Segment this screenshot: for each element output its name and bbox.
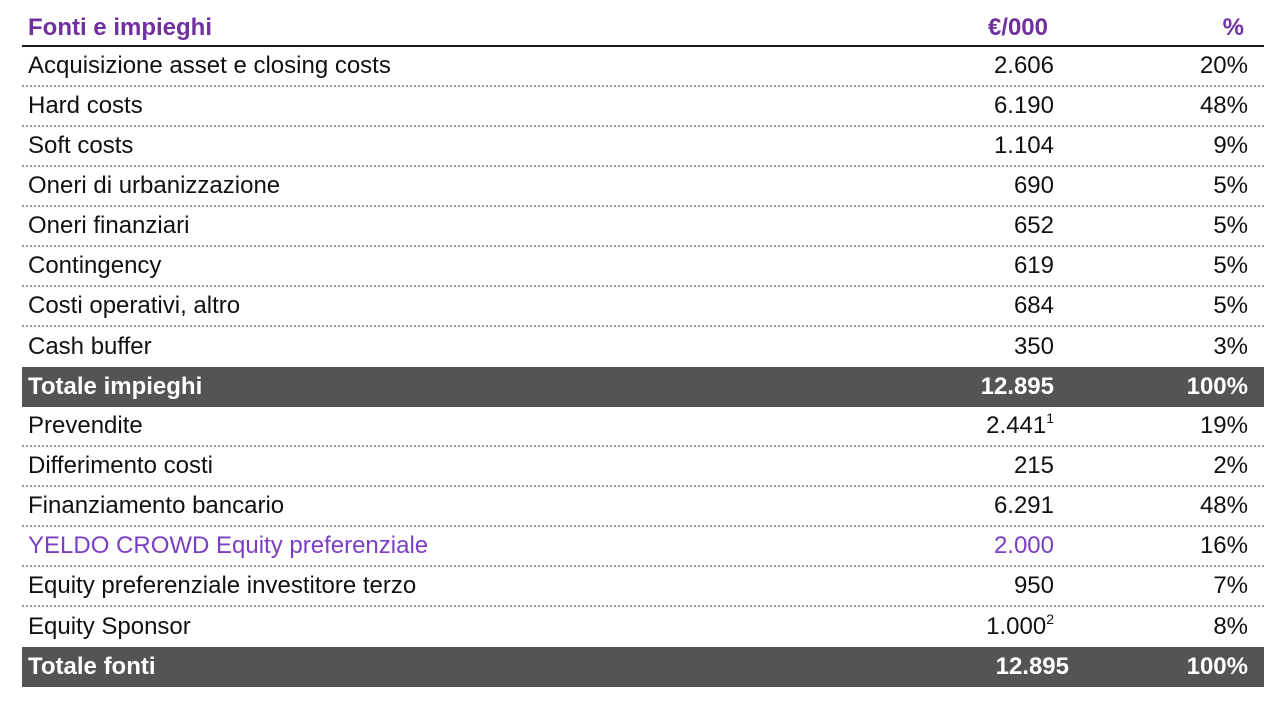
- total-impieghi-row: Totale impieghi 12.895 100%: [22, 367, 1264, 407]
- row-value: 6.291: [993, 492, 1054, 519]
- row-label: Costi operativi, altro: [28, 292, 241, 319]
- row-pct: 48%: [1199, 92, 1248, 119]
- row-pct: 5%: [1213, 292, 1248, 319]
- row-label: Contingency: [28, 252, 162, 279]
- footnote-marker: 1: [1046, 410, 1054, 426]
- row-label: Oneri finanziari: [28, 212, 190, 239]
- row-label: Differimento costi: [28, 452, 213, 479]
- sources-uses-table: Fonti e impieghi €/000 % Acquisizione as…: [22, 10, 1264, 687]
- row-value: 2.000: [993, 532, 1054, 559]
- row-value: 619: [1013, 252, 1054, 279]
- row-pct: 5%: [1213, 252, 1248, 279]
- total-pct: 100%: [1186, 653, 1248, 680]
- row-label: Acquisizione asset e closing costs: [28, 52, 391, 79]
- row-label: YELDO CROWD Equity preferenziale: [28, 532, 429, 559]
- value-text: 1.000: [986, 613, 1047, 640]
- row-label: Hard costs: [28, 92, 143, 119]
- table-row: Acquisizione asset e closing costs 2.606…: [22, 47, 1264, 87]
- table-row: Soft costs 1.104 9%: [22, 127, 1264, 167]
- row-value: 2.606: [993, 52, 1054, 79]
- table-row-highlight: YELDO CROWD Equity preferenziale 2.000 1…: [22, 527, 1264, 567]
- row-label: Equity Sponsor: [28, 613, 191, 640]
- row-value: 684: [1013, 292, 1054, 319]
- total-value: 12.895: [995, 653, 1069, 680]
- header-pct: %: [1222, 13, 1244, 41]
- table-row: Hard costs 6.190 48%: [22, 87, 1264, 127]
- row-pct: 8%: [1213, 613, 1248, 640]
- row-pct: 3%: [1213, 333, 1248, 360]
- table-row: Contingency 619 5%: [22, 247, 1264, 287]
- row-value: 1.104: [993, 132, 1054, 159]
- total-pct: 100%: [1186, 373, 1248, 400]
- row-value: 2.441 1: [986, 407, 1054, 445]
- row-value: 215: [1013, 452, 1054, 479]
- table-row: Costi operativi, altro 684 5%: [22, 287, 1264, 327]
- row-label: Prevendite: [28, 412, 143, 439]
- table-row: Finanziamento bancario 6.291 48%: [22, 487, 1264, 527]
- row-value: 6.190: [993, 92, 1054, 119]
- row-value: 690: [1013, 172, 1054, 199]
- table-row: Cash buffer 350 3%: [22, 327, 1264, 367]
- row-pct: 19%: [1199, 412, 1248, 439]
- header-value: €/000: [987, 13, 1048, 41]
- row-pct: 20%: [1199, 52, 1248, 79]
- row-label: Finanziamento bancario: [28, 492, 285, 519]
- row-pct: 16%: [1199, 532, 1248, 559]
- value-text: 2.441: [986, 412, 1047, 439]
- row-label: Soft costs: [28, 132, 134, 159]
- row-label: Cash buffer: [28, 333, 152, 360]
- row-value: 350: [1013, 333, 1054, 360]
- total-label: Totale fonti: [28, 653, 156, 680]
- row-pct: 5%: [1213, 212, 1248, 239]
- row-pct: 5%: [1213, 172, 1248, 199]
- table-row: Equity Sponsor 1.000 2 8%: [22, 607, 1264, 647]
- total-value: 12.895: [980, 373, 1054, 400]
- table-row: Equity preferenziale investitore terzo 9…: [22, 567, 1264, 607]
- row-value: 652: [1013, 212, 1054, 239]
- row-value: 950: [1013, 572, 1054, 599]
- row-label: Equity preferenziale investitore terzo: [28, 572, 417, 599]
- table-row: Oneri di urbanizzazione 690 5%: [22, 167, 1264, 207]
- row-pct: 7%: [1213, 572, 1248, 599]
- total-fonti-row: Totale fonti 12.895 100%: [22, 647, 1264, 687]
- row-pct: 48%: [1199, 492, 1248, 519]
- footnote-marker: 2: [1046, 611, 1054, 627]
- row-value: 1.000 2: [986, 607, 1054, 647]
- table-row: Oneri finanziari 652 5%: [22, 207, 1264, 247]
- table-header: Fonti e impieghi €/000 %: [22, 10, 1264, 47]
- table-row: Differimento costi 215 2%: [22, 447, 1264, 487]
- row-pct: 2%: [1213, 452, 1248, 479]
- row-label: Oneri di urbanizzazione: [28, 172, 281, 199]
- header-label: Fonti e impieghi: [28, 13, 212, 41]
- total-label: Totale impieghi: [28, 373, 203, 400]
- row-pct: 9%: [1213, 132, 1248, 159]
- table-row: Prevendite 2.441 1 19%: [22, 407, 1264, 447]
